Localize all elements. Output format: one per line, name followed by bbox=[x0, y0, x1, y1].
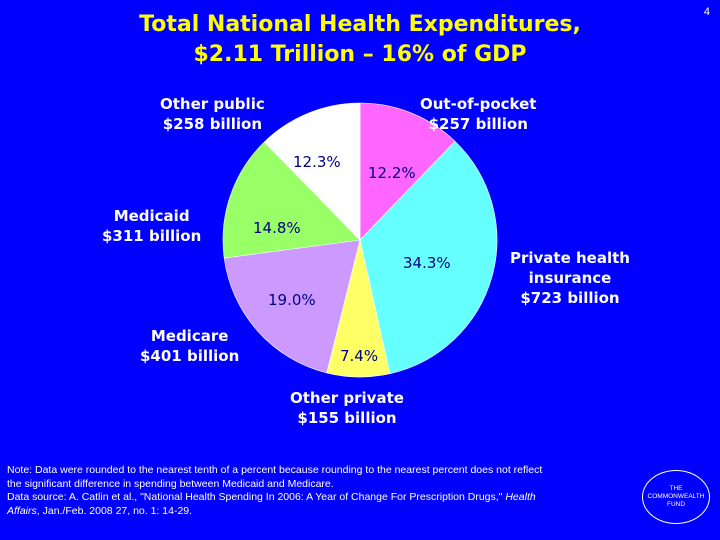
note-line-2: the significant difference in spending b… bbox=[7, 477, 334, 490]
page-number: 4 bbox=[703, 6, 710, 18]
pie-slice-other-public bbox=[263, 102, 361, 241]
logo-line-3: FUND bbox=[666, 501, 686, 508]
percent-label-out-of-pocket: 12.2% bbox=[368, 164, 416, 182]
pie-slice-medicare bbox=[223, 239, 361, 374]
title-line-2: $2.11 Trillion – 16% of GDP bbox=[193, 42, 527, 67]
logo-line-1: THE bbox=[669, 485, 683, 492]
note-line-4: Affairs, Jan./Feb. 2008 27, no. 1: 14-29… bbox=[7, 505, 622, 519]
label-medicare: Medicare $401 billion bbox=[140, 326, 239, 366]
logo-line-2: COMMONWEALTH bbox=[647, 493, 705, 500]
label-out-of-pocket: Out-of-pocket $257 billion bbox=[420, 94, 536, 134]
label-private-insurance-name-2: insurance bbox=[528, 269, 612, 287]
chart-title: Total National Health Expenditures, $2.1… bbox=[60, 10, 660, 70]
label-medicare-amount: $401 billion bbox=[140, 347, 240, 365]
note-journal-name-2: Affairs bbox=[7, 504, 37, 517]
label-private-insurance-amount: $723 billion bbox=[520, 289, 620, 307]
note-line-3: Data source: A. Catlin et al., "National… bbox=[7, 491, 622, 505]
label-other-public-name: Other public bbox=[160, 95, 265, 113]
percent-label-other-public: 12.3% bbox=[293, 153, 341, 171]
label-private-insurance-name-1: Private health bbox=[510, 249, 630, 267]
label-medicaid: Medicaid $311 billion bbox=[102, 206, 201, 246]
note-line-1: Note: Data were rounded to the nearest t… bbox=[7, 464, 543, 476]
note-journal-name-1: Health bbox=[505, 491, 536, 503]
label-medicaid-name: Medicaid bbox=[113, 207, 190, 225]
label-medicaid-amount: $311 billion bbox=[102, 227, 202, 245]
source-note: Note: Data were rounded to the nearest t… bbox=[7, 464, 622, 518]
label-other-private-name: Other private bbox=[290, 389, 404, 407]
percent-label-medicaid: 14.8% bbox=[253, 219, 301, 237]
pie-slice-out-of-pocket bbox=[359, 102, 456, 241]
title-line-1: Total National Health Expenditures, bbox=[139, 12, 581, 37]
note-line-3-text: Data source: A. Catlin et al., "National… bbox=[7, 491, 506, 503]
label-out-of-pocket-amount: $257 billion bbox=[428, 115, 528, 133]
label-other-public: Other public $258 billion bbox=[160, 94, 265, 134]
pie-slice-private-insurance bbox=[359, 140, 498, 375]
label-out-of-pocket-name: Out-of-pocket bbox=[420, 95, 537, 113]
label-medicare-name: Medicare bbox=[150, 327, 229, 345]
percent-label-other-private: 7.4% bbox=[340, 347, 378, 365]
label-private-insurance: Private health insurance $723 billion bbox=[510, 248, 630, 308]
percent-label-private-insurance: 34.3% bbox=[403, 254, 451, 272]
label-other-private-amount: $155 billion bbox=[297, 409, 397, 427]
note-line-4-text: , Jan./Feb. 2008 27, no. 1: 14-29. bbox=[36, 504, 193, 517]
pie-slice-medicaid bbox=[222, 141, 361, 259]
label-other-public-amount: $258 billion bbox=[162, 115, 262, 133]
label-other-private: Other private $155 billion bbox=[290, 388, 404, 428]
commonwealth-fund-logo: THE COMMONWEALTH FUND bbox=[642, 470, 710, 524]
percent-label-medicare: 19.0% bbox=[268, 291, 316, 309]
pie-slices bbox=[222, 102, 498, 378]
